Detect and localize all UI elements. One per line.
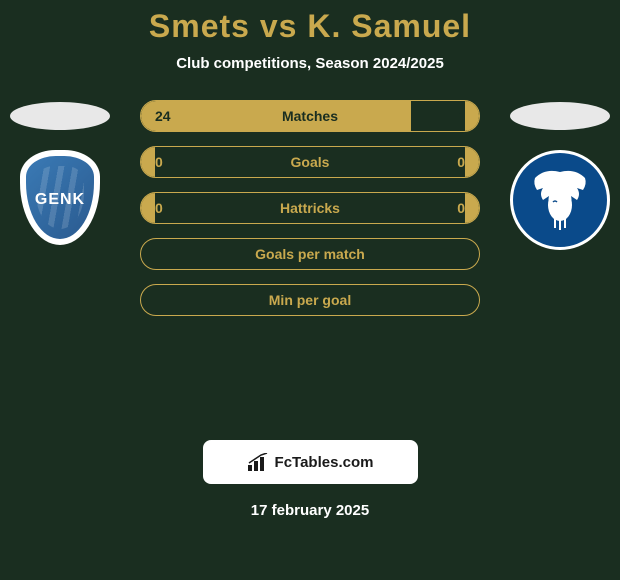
club-badge-right [510,150,610,250]
player-left-column: GENK [0,100,120,250]
attribution-text: FcTables.com [275,454,374,471]
player-right-avatar-placeholder [510,102,610,130]
indian-head-icon [525,160,595,240]
stat-label: Min per goal [141,292,479,308]
genk-badge-text: GENK [35,191,85,209]
stat-right-value: 0 [457,154,465,170]
page-subtitle: Club competitions, Season 2024/2025 [0,55,620,72]
gent-badge-icon [510,150,610,250]
stat-row: 0Hattricks0 [140,192,480,224]
page-title: Smets vs K. Samuel [0,8,620,45]
chart-icon [247,453,269,471]
comparison-body: GENK 24Matches10Goals00Hattricks0Goals p… [0,100,620,440]
stat-label: Goals [141,154,479,170]
stat-row: 24Matches1 [140,100,480,132]
stat-right-value: 0 [457,200,465,216]
stat-label: Hattricks [141,200,479,216]
date-text: 17 february 2025 [0,502,620,519]
player-right-column [500,100,620,250]
club-badge-left: GENK [10,150,110,250]
stat-label: Goals per match [141,246,479,262]
stat-row: Min per goal [140,284,480,316]
stats-container: 24Matches10Goals00Hattricks0Goals per ma… [140,100,480,330]
stat-row: 0Goals0 [140,146,480,178]
genk-shield-icon: GENK [20,150,100,245]
stat-right-value: 1 [457,108,465,124]
attribution-badge: FcTables.com [203,440,418,484]
stat-label: Matches [141,108,479,124]
player-left-avatar-placeholder [10,102,110,130]
stat-row: Goals per match [140,238,480,270]
